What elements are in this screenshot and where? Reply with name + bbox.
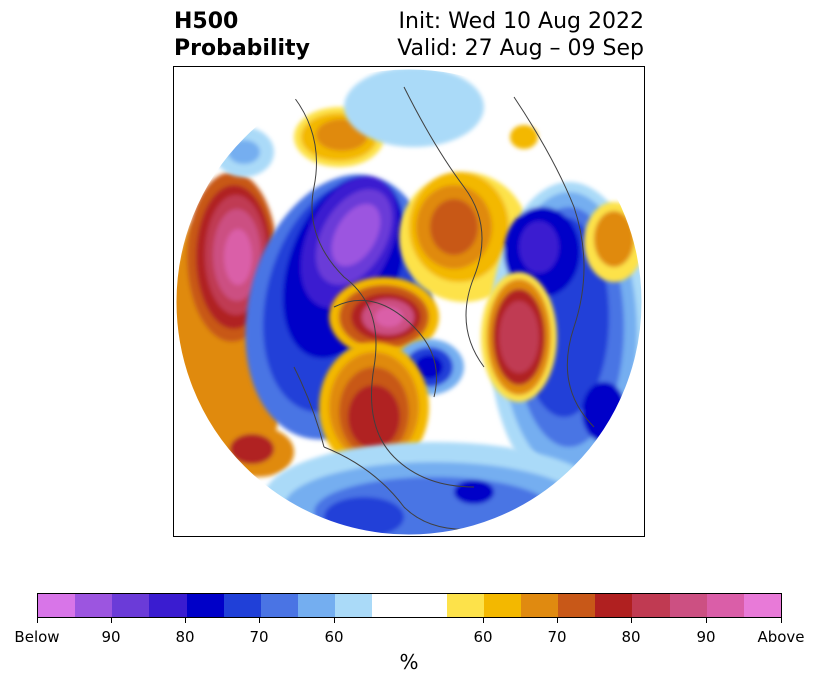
- title-line-2: Probability: [174, 36, 310, 61]
- colorbar-tick-mark: [111, 618, 112, 623]
- colorbar-tick-mark: [706, 618, 707, 623]
- positive-anomaly-arctic: [329, 277, 439, 357]
- colorbar-segment: [260, 594, 299, 617]
- colorbar-tick-label: 60: [473, 628, 493, 646]
- colorbar-tick-mark: [259, 618, 260, 623]
- coastlines: [293, 86, 595, 530]
- colorbar-tick-label: 90: [101, 628, 121, 646]
- valid-date-range: Valid: 27 Aug – 09 Sep: [397, 36, 644, 61]
- colorbar-tick-label: 70: [547, 628, 567, 646]
- colorbar-segment: [595, 594, 633, 617]
- date-info: Init: Wed 10 Aug 2022 Valid: 27 Aug – 09…: [397, 8, 644, 62]
- colorbar-tick-label: 80: [175, 628, 195, 646]
- colorbar-tick-mark: [557, 618, 558, 623]
- colorbar-segment: [372, 594, 447, 617]
- colorbar-tick-mark: [483, 618, 484, 623]
- polar-map: [173, 66, 645, 537]
- colorbar-tick-label: Above: [757, 628, 805, 646]
- colorbar-segment: [483, 594, 522, 617]
- colorbar-segment: [521, 594, 559, 617]
- init-date: Init: Wed 10 Aug 2022: [398, 9, 644, 34]
- colorbar-segment: [38, 594, 76, 617]
- positive-anomaly-asia: [481, 202, 642, 402]
- colorbar-tick-label: 60: [324, 628, 344, 646]
- colorbar-segment: [558, 594, 596, 617]
- probability-map-svg: [175, 68, 643, 536]
- colorbar-segment: [75, 594, 113, 617]
- chart-title: H500 Probability: [174, 8, 310, 62]
- colorbar-segment: [706, 594, 744, 617]
- colorbar-tick-mark: [37, 618, 38, 623]
- colorbar-segment: [632, 594, 670, 617]
- colorbar-segment: [669, 594, 707, 617]
- negative-anomaly-south: [264, 442, 604, 535]
- colorbar-segment: [743, 594, 782, 617]
- title-line-1: H500: [174, 9, 239, 34]
- colorbar-tick-label: 90: [696, 628, 716, 646]
- colorbar-segment: [186, 594, 224, 617]
- colorbar-segment: [223, 594, 261, 617]
- colorbar-segment: [112, 594, 150, 617]
- colorbar-tick-mark: [185, 618, 186, 623]
- negative-anomaly-pole: [394, 339, 464, 395]
- colorbar: [37, 593, 782, 618]
- colorbar-segment: [446, 594, 484, 617]
- units-label: %: [399, 650, 419, 674]
- colorbar-segment: [335, 594, 373, 617]
- colorbar-tick-label: 70: [249, 628, 269, 646]
- positive-anomaly-europe: [399, 172, 529, 302]
- colorbar-tick-mark: [631, 618, 632, 623]
- colorbar-segment: [149, 594, 187, 617]
- colorbar-tick-label: Below: [14, 628, 60, 646]
- positive-anomaly-north-america: [319, 342, 429, 472]
- colorbar-segment: [298, 594, 336, 617]
- colorbar-tick-mark: [781, 618, 782, 623]
- colorbar-tick-label: 80: [621, 628, 641, 646]
- colorbar-tick-mark: [334, 618, 335, 623]
